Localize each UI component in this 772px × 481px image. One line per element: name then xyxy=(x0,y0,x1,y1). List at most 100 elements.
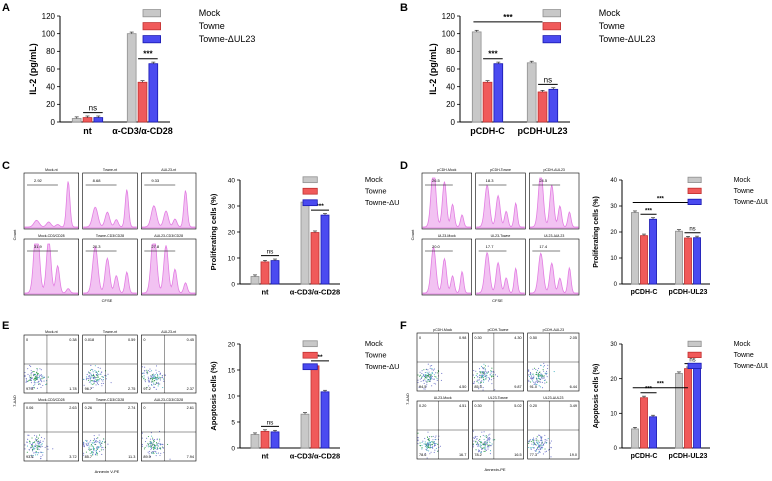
flow-sample-title: UL23-ΔUL23 xyxy=(543,396,563,400)
cell-dot xyxy=(528,370,530,372)
cell-dot xyxy=(97,447,99,449)
cell-dot xyxy=(32,455,34,457)
cell-dot xyxy=(152,381,154,383)
y-tick-label: 20 xyxy=(446,100,455,109)
gate-value: 17.7 xyxy=(486,244,495,249)
cell-dot xyxy=(436,379,438,382)
bar-towneul-0 xyxy=(649,416,657,449)
cell-dot xyxy=(39,446,41,448)
cell-dot xyxy=(480,440,482,443)
cell-dot xyxy=(528,379,530,381)
cell-dot xyxy=(32,371,34,373)
cell-dot xyxy=(36,376,38,378)
cell-dot xyxy=(28,440,31,442)
cell-dot xyxy=(543,379,545,382)
cell-dot xyxy=(482,442,484,444)
cell-dot xyxy=(39,440,41,442)
cell-dot xyxy=(151,435,153,437)
cell-dot xyxy=(150,376,152,378)
cell-dot xyxy=(426,449,428,451)
cell-dot xyxy=(544,442,546,444)
cell-dot xyxy=(143,448,146,450)
cell-dot xyxy=(479,371,481,373)
cell-dot xyxy=(485,449,487,451)
legend-swatch xyxy=(142,9,162,18)
cell-dot xyxy=(540,381,542,383)
cell-dot xyxy=(482,373,484,375)
cell-dot xyxy=(436,372,438,374)
cell-dot xyxy=(33,387,36,389)
cell-dot xyxy=(147,376,149,378)
cell-dot xyxy=(481,377,483,379)
cell-dot xyxy=(151,443,153,445)
cell-dot xyxy=(29,442,31,444)
legend-label: Towne xyxy=(734,188,754,195)
quadrant-value-lr: 7.94 xyxy=(187,455,194,459)
cell-dot xyxy=(488,440,490,442)
cell-dot xyxy=(34,383,36,385)
cell-dot xyxy=(487,371,489,373)
cell-dot xyxy=(484,376,486,378)
legend-swatch xyxy=(302,176,318,184)
cell-dot xyxy=(483,443,485,445)
flow-sample-title: pCDH-ΔUL23 xyxy=(543,328,564,332)
cell-dot xyxy=(37,445,39,447)
cell-dot xyxy=(477,376,479,378)
cell-dot xyxy=(102,380,104,382)
cell-dot xyxy=(538,440,540,442)
cell-dot xyxy=(540,364,542,366)
cell-dot xyxy=(536,379,538,382)
cell-dot xyxy=(89,376,91,378)
cell-dot xyxy=(154,450,156,452)
cell-dot xyxy=(483,367,485,369)
cell-dot xyxy=(473,382,475,384)
cell-dot xyxy=(532,437,535,439)
cell-dot xyxy=(92,445,94,447)
cell-dot xyxy=(419,445,421,447)
quadrant-value-ur: 5.02 xyxy=(514,404,521,408)
cell-dot xyxy=(102,446,104,449)
cell-dot xyxy=(484,441,486,443)
cell-dot xyxy=(89,369,92,371)
cell-dot xyxy=(144,381,146,383)
cell-dot xyxy=(432,378,434,380)
cell-dot xyxy=(441,372,443,375)
cell-dot xyxy=(474,436,476,438)
cell-dot xyxy=(544,379,546,381)
cell-dot xyxy=(429,365,431,367)
cell-dot xyxy=(423,375,425,378)
cfse-histogram xyxy=(422,177,472,229)
cell-dot xyxy=(153,444,156,446)
bar-towne-0 xyxy=(260,430,270,449)
legend-label: Towne xyxy=(734,352,754,359)
legend-label: Towne-ΔUL23 xyxy=(199,34,256,44)
cell-dot xyxy=(428,373,430,375)
cell-dot xyxy=(484,374,486,376)
cell-dot xyxy=(107,373,109,375)
cell-dot xyxy=(533,377,535,379)
cell-dot xyxy=(104,374,106,377)
cell-dot xyxy=(492,375,494,377)
gate-value: 18.3 xyxy=(486,178,495,183)
cell-dot xyxy=(528,381,530,383)
cell-dot xyxy=(426,457,428,459)
bar-towne-1 xyxy=(310,232,320,285)
cell-dot xyxy=(35,379,37,381)
flow-sample-title: Mock-CD3/CD28 xyxy=(38,234,65,238)
cell-dot xyxy=(531,380,533,382)
y-tick-label: 40 xyxy=(46,82,55,91)
cell-dot xyxy=(147,446,149,448)
cell-dot xyxy=(152,375,154,377)
cell-dot xyxy=(486,444,488,446)
cell-dot xyxy=(144,370,146,372)
cell-dot xyxy=(535,374,537,376)
cell-dot xyxy=(160,452,162,454)
cell-dot xyxy=(433,368,435,370)
cell-dot xyxy=(541,442,543,444)
cell-dot xyxy=(418,386,420,388)
cell-dot xyxy=(90,368,93,370)
legend-swatch xyxy=(687,176,702,183)
cell-dot xyxy=(476,438,478,440)
cell-dot xyxy=(431,446,433,449)
cell-dot xyxy=(92,452,95,454)
